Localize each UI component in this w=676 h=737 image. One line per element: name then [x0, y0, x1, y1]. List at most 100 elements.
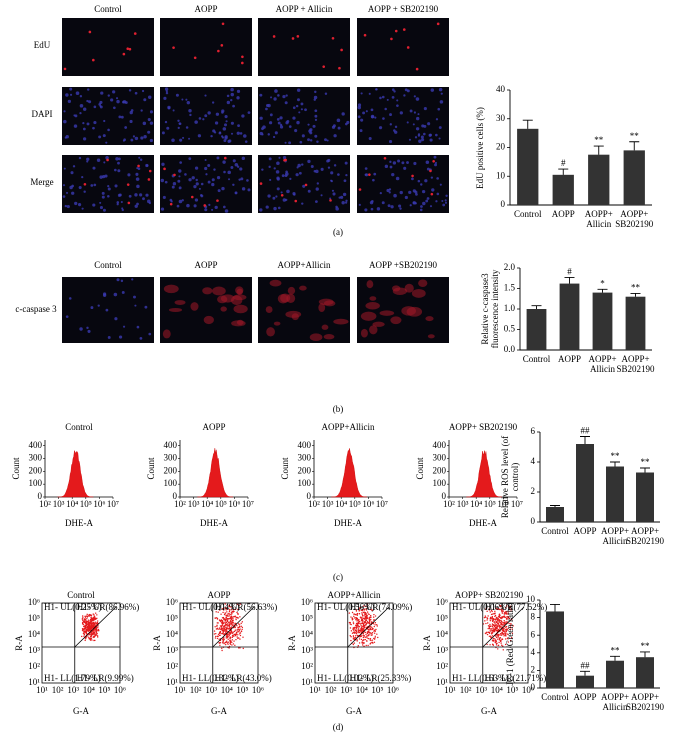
nucleus: [222, 160, 226, 164]
event-dot: [223, 642, 225, 645]
event-dot: [373, 632, 376, 634]
event-dot: [225, 627, 227, 629]
nucleus: [445, 194, 448, 197]
nucleus: [237, 124, 240, 128]
nucleus: [381, 201, 385, 205]
nucleus: [394, 125, 398, 129]
y-tick-label: 300: [29, 453, 43, 463]
event-dot: [225, 621, 228, 624]
nucleus: [238, 178, 241, 181]
event-dot: [504, 634, 507, 636]
event-dot: [505, 632, 507, 635]
edu-cell: [223, 156, 227, 160]
nucleus: [404, 88, 408, 92]
nucleus: [421, 189, 426, 194]
plot-frame: [314, 602, 394, 684]
significance-label: **: [630, 131, 640, 141]
edu-cell: [432, 160, 435, 163]
event-dot: [88, 614, 91, 616]
column-label: AOPP+Allicin: [277, 260, 331, 270]
event-dot: [358, 609, 360, 611]
nucleus: [133, 295, 136, 299]
event-dot: [96, 614, 98, 616]
event-dot: [361, 642, 364, 644]
caspase-cell: [273, 321, 281, 326]
y-tick-label: 10⁶: [436, 597, 448, 607]
nucleus: [337, 173, 340, 176]
x-tick-label: 10³: [322, 499, 334, 509]
event-dot: [497, 628, 500, 631]
nucleus: [121, 207, 124, 210]
nucleus: [112, 90, 116, 94]
event-dot: [85, 615, 88, 617]
nucleus: [414, 190, 418, 194]
nucleus: [247, 188, 251, 192]
event-dot: [491, 629, 493, 632]
event-dot: [239, 632, 242, 634]
event-dot: [497, 638, 499, 640]
event-dot: [512, 625, 514, 627]
nucleus: [241, 187, 246, 191]
edu-cell: [284, 158, 287, 162]
nucleus: [313, 95, 318, 100]
event-dot: [220, 625, 223, 627]
nucleus: [379, 192, 382, 195]
y-tick-label: 2: [531, 486, 536, 496]
event-dot: [227, 643, 229, 645]
nucleus: [211, 178, 215, 182]
event-dot: [89, 639, 92, 641]
row-label: c-caspase 3: [15, 304, 57, 314]
event-dot: [356, 629, 358, 631]
event-dot: [228, 604, 230, 607]
error-bar: [629, 141, 640, 151]
event-dot: [363, 645, 365, 647]
edu-cell: [304, 183, 308, 187]
edu-cell: [291, 37, 295, 40]
nucleus: [198, 187, 201, 190]
event-dot: [364, 624, 367, 626]
event-dot: [371, 632, 374, 634]
event-dot: [86, 617, 88, 620]
event-dot: [87, 619, 90, 621]
edu-cell: [340, 48, 343, 52]
nucleus: [234, 162, 239, 167]
event-dot: [231, 621, 234, 624]
event-dot: [370, 608, 372, 611]
nucleus: [99, 175, 103, 179]
event-dot: [82, 616, 84, 619]
event-dot: [489, 618, 491, 620]
event-dot: [94, 624, 97, 627]
nucleus: [103, 161, 106, 164]
nucleus: [193, 185, 197, 189]
event-dot: [503, 629, 505, 631]
event-dot: [236, 629, 238, 631]
event-dot: [232, 622, 235, 624]
y-tick-label: 10⁴: [166, 629, 178, 639]
y-tick-label: 200: [29, 465, 43, 475]
event-dot: [225, 616, 228, 619]
nucleus: [241, 114, 245, 118]
nucleus: [436, 192, 440, 196]
y-tick-label: 10⁴: [436, 629, 448, 639]
nucleus: [181, 98, 184, 101]
event-dot: [232, 643, 235, 645]
nucleus: [90, 184, 94, 187]
nucleus: [316, 182, 319, 185]
nucleus: [161, 162, 165, 166]
event-dot: [511, 628, 513, 630]
event-dot: [229, 633, 231, 635]
panel-label: (b): [333, 404, 344, 414]
event-dot: [503, 633, 505, 635]
quadrant-label: H1- LL(0.02%): [317, 673, 373, 683]
y-axis-label: Relative c-caspase3 fluorescence intensi…: [480, 269, 500, 349]
nucleus: [132, 135, 136, 138]
nucleus: [387, 204, 391, 208]
nucleus: [298, 171, 302, 175]
event-dot: [497, 636, 499, 638]
nucleus: [147, 130, 151, 134]
event-dot: [350, 616, 352, 618]
nucleus: [416, 116, 420, 121]
nucleus: [139, 337, 143, 340]
event-dot: [366, 635, 368, 637]
event-dot: [230, 629, 233, 631]
